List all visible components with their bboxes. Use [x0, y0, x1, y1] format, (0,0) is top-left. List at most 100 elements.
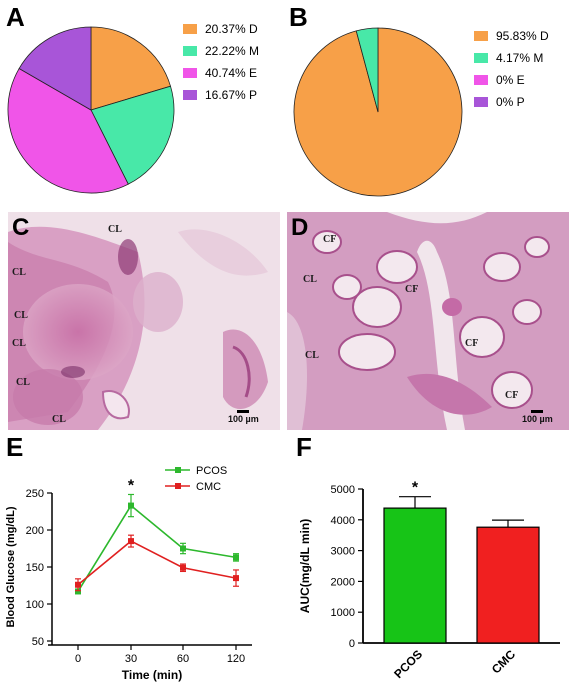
legend-a-label-e: 40.74% E — [205, 66, 258, 80]
panel-letter-b: B — [289, 2, 308, 32]
micro-d-scale-bar: 100 µm — [522, 410, 553, 424]
e-x-tick-label: 120 — [227, 653, 245, 665]
e-series-line-pcos — [77, 504, 237, 592]
micro-d-scale-label: 100 µm — [522, 414, 553, 424]
micro-c-scale-label: 100 µm — [228, 414, 259, 424]
micro-c-label: CL — [108, 224, 122, 235]
bar-chart-f: 0 1000 2000 3000 4000 5000 AUC(mg/dL min) PCOS C… — [298, 480, 560, 681]
pie-a-slice-e — [7, 67, 129, 194]
legend-b-label-d: 95.83% D — [496, 29, 549, 43]
f-y-axis-label: AUC(mg/dL min) — [298, 519, 312, 613]
e-y-tick-label: 200 — [26, 525, 44, 537]
pie-a-slice-d — [90, 26, 172, 111]
pie-a-slice-p — [18, 26, 92, 111]
f-x-tick-label-cmc: CMC — [489, 647, 518, 676]
legend-b-swatch-e — [474, 75, 488, 85]
legend-a-swatch-d — [183, 24, 197, 34]
f-y-tick-label: 5000 — [331, 484, 355, 496]
panel-letter-e: E — [6, 432, 24, 462]
legend-b-label-e: 0% E — [496, 73, 525, 87]
micro-c-label: CL — [52, 414, 66, 425]
legend-a-label-d: 20.37% D — [205, 22, 258, 36]
e-y-axis-label: Blood Glucose (mg/dL) — [5, 506, 17, 627]
legend-b-swatch-p — [474, 97, 488, 107]
pie-chart-a — [7, 26, 175, 194]
micrograph-d-image — [287, 212, 569, 430]
f-y-tick-label: 3000 — [331, 546, 355, 558]
e-significance-star: * — [128, 477, 135, 494]
e-y-tick-label: 100 — [26, 599, 44, 611]
legend-b-label-p: 0% P — [496, 95, 525, 109]
micro-c-label: CL — [16, 377, 30, 388]
line-chart-e: 50 100 150 200 250 0 30 60 120 Time (min) Blood Gl… — [5, 465, 252, 682]
e-legend-label-pcos: PCOS — [196, 465, 227, 477]
e-x-tick-label: 0 — [75, 653, 81, 665]
legend-b: 95.83% D 4.17% M 0% E 0% P — [474, 25, 549, 113]
micrograph-d: D CF CL CF CL CF CF 100 µm — [287, 212, 569, 430]
micro-d-scale-bar-line — [531, 410, 544, 413]
e-point-pcos — [75, 588, 81, 595]
micro-d-label: CL — [305, 350, 319, 361]
e-y-tick-label: 250 — [26, 488, 44, 500]
legend-a-item: 16.67% P — [183, 84, 259, 106]
f-y-tick-label: 2000 — [331, 576, 355, 588]
pie-b-slice-m — [355, 27, 379, 113]
legend-a: 20.37% D 22.22% M 40.74% E 16.67% P — [183, 18, 259, 106]
legend-a-swatch-e — [183, 68, 197, 78]
e-point-cmc — [75, 581, 81, 588]
micro-c-label: CL — [14, 310, 28, 321]
legend-b-label-m: 4.17% M — [496, 51, 544, 65]
legend-b-item: 95.83% D — [474, 25, 549, 47]
legend-a-item: 40.74% E — [183, 62, 259, 84]
f-significance-star: * — [412, 480, 419, 497]
e-y-tick-label: 150 — [26, 562, 44, 574]
panel-letter-c: C — [12, 214, 30, 241]
micro-d-label: CF — [323, 234, 337, 245]
micro-d-label: CF — [405, 284, 419, 295]
legend-a-swatch-m — [183, 46, 197, 56]
panel-letter-d: D — [291, 214, 309, 241]
e-point-pcos — [180, 545, 186, 552]
pie-a-slice-m — [90, 85, 175, 185]
e-legend-marker-cmc — [175, 483, 181, 489]
f-y-tick-label: 1000 — [331, 607, 355, 619]
micrograph-c-image — [8, 212, 280, 430]
legend-b-item: 0% E — [474, 69, 549, 91]
f-y-tick-label: 4000 — [331, 515, 355, 527]
e-point-cmc — [180, 564, 186, 571]
legend-b-item: 4.17% M — [474, 47, 549, 69]
micrograph-c: C CL CL CL CL CL CL 100 µm — [8, 212, 280, 430]
legend-a-label-p: 16.67% P — [205, 88, 258, 102]
e-point-cmc — [128, 538, 134, 545]
legend-b-item: 0% P — [474, 91, 549, 113]
micro-d-label: CF — [465, 338, 479, 349]
e-legend-label-cmc: CMC — [196, 481, 221, 493]
legend-a-swatch-p — [183, 90, 197, 100]
panel-letter-a: A — [6, 2, 25, 32]
e-point-cmc — [233, 575, 239, 582]
pie-chart-b — [293, 27, 463, 197]
f-x-tick-label-pcos: PCOS — [391, 647, 425, 681]
f-bar-pcos — [383, 507, 447, 644]
e-point-pcos — [233, 554, 239, 561]
legend-a-item: 22.22% M — [183, 40, 259, 62]
e-x-tick-label: 60 — [177, 653, 189, 665]
legend-a-label-m: 22.22% M — [205, 44, 260, 58]
e-series-line-cmc — [77, 540, 237, 586]
e-y-tick-label: 50 — [32, 636, 44, 648]
micro-d-label: CL — [303, 274, 317, 285]
legend-b-swatch-d — [474, 31, 488, 41]
f-y-tick-label: 0 — [349, 638, 355, 650]
legend-a-item: 20.37% D — [183, 18, 259, 40]
micro-d-label: CF — [505, 390, 519, 401]
micro-c-label: CL — [12, 267, 26, 278]
e-x-tick-label: 30 — [125, 653, 137, 665]
e-legend-marker-pcos — [175, 467, 181, 473]
legend-b-swatch-m — [474, 53, 488, 63]
f-bar-cmc — [476, 526, 540, 644]
micro-c-scale-bar: 100 µm — [228, 410, 259, 424]
micro-c-label: CL — [12, 338, 26, 349]
e-x-axis-label: Time (min) — [122, 668, 182, 682]
micro-c-scale-bar-line — [237, 410, 250, 413]
e-point-pcos — [128, 502, 134, 509]
